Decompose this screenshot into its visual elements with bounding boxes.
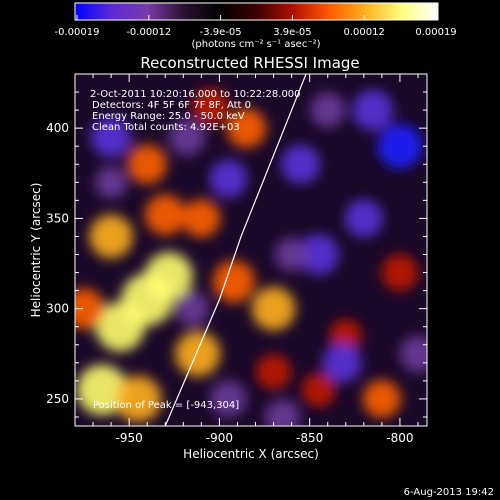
colorbar-tick-label: -0.00019 bbox=[55, 27, 100, 38]
negative-blob bbox=[298, 234, 340, 275]
negative-blob bbox=[310, 92, 346, 128]
y-tick-label: 350 bbox=[46, 211, 69, 225]
heatmap-image bbox=[75, 74, 427, 426]
x-tick-label: -950 bbox=[116, 431, 143, 445]
colorbar bbox=[74, 2, 439, 21]
annotation-time-range: 2-Oct-2011 10:20:16.000 to 10:22:28.000 bbox=[90, 89, 301, 100]
colorbar-unit-label: (photons cm⁻² s⁻¹ asec⁻²) bbox=[191, 39, 320, 50]
emission-blob bbox=[381, 254, 419, 291]
plot-frame bbox=[74, 73, 428, 427]
colorbar-tick-label: -0.00012 bbox=[126, 27, 171, 38]
annotation-energy-range: Energy Range: 25.0 - 50.0 keV bbox=[92, 111, 245, 122]
emission-blob bbox=[144, 252, 193, 301]
negative-blob bbox=[90, 116, 132, 158]
emission-blob bbox=[255, 354, 292, 390]
annotation-clean-counts: Clean Total counts: 4.92E+03 bbox=[92, 122, 240, 133]
x-axis-label: Heliocentric X (arcsec) bbox=[183, 447, 319, 461]
emission-blob bbox=[175, 331, 221, 377]
x-tick-label: -850 bbox=[296, 431, 323, 445]
negative-blob bbox=[94, 166, 128, 199]
chart-title: Reconstructed RHESSI Image bbox=[140, 54, 359, 72]
negative-blob bbox=[175, 291, 210, 326]
negative-blob bbox=[377, 123, 423, 169]
emission-blob bbox=[182, 199, 221, 238]
axis-ticks: -950 -900 -850 -800 250 300 350 400 bbox=[46, 73, 427, 445]
negative-blob bbox=[209, 159, 248, 198]
emission-blob bbox=[251, 286, 296, 331]
footer-timestamp: 6-Aug-2013 19:42 bbox=[404, 487, 494, 498]
negative-blob bbox=[280, 144, 321, 184]
colorbar-tick-label: 0.00012 bbox=[344, 27, 385, 38]
negative-blob bbox=[168, 118, 206, 156]
emission-blob bbox=[76, 364, 128, 416]
negative-blob bbox=[264, 399, 301, 426]
x-tick-label: -800 bbox=[386, 431, 413, 445]
emission-blob bbox=[95, 302, 145, 352]
x-tick-label: -900 bbox=[206, 431, 233, 445]
colorbar-tick-label: 3.9e-05 bbox=[273, 27, 311, 38]
y-tick-label: 250 bbox=[46, 392, 69, 406]
emission-blob bbox=[75, 288, 105, 330]
peak-position-label: Position of Peak = [-943,304] bbox=[93, 400, 239, 411]
negative-blob bbox=[322, 343, 362, 383]
colorbar-ticks: -0.00019 -0.00012 -3.9e-05 3.9e-05 0.00012 0.… bbox=[55, 15, 457, 38]
heatmap-blobs bbox=[75, 88, 427, 426]
solar-limb-curve bbox=[164, 74, 307, 426]
negative-blob bbox=[274, 237, 309, 272]
emission-blob bbox=[127, 144, 167, 184]
y-tick-label: 300 bbox=[46, 302, 69, 316]
emission-blob bbox=[301, 372, 336, 407]
negative-blob bbox=[399, 335, 427, 373]
y-axis-label: Heliocentric Y (arcsec) bbox=[29, 183, 43, 318]
colorbar-tick-label: -3.9e-05 bbox=[200, 27, 242, 38]
annotation-detectors: Detectors: 4F 5F 6F 7F 8F, Att 0 bbox=[92, 100, 251, 111]
negative-blob bbox=[210, 380, 247, 418]
negative-blob bbox=[352, 89, 394, 131]
emission-blob bbox=[362, 379, 401, 418]
emission-blob bbox=[144, 194, 186, 236]
emission-blob bbox=[89, 214, 133, 259]
y-tick-label: 400 bbox=[46, 121, 69, 135]
negative-blob bbox=[344, 199, 383, 238]
emission-blob bbox=[226, 108, 267, 148]
emission-blob bbox=[212, 260, 255, 303]
emission-blob bbox=[114, 375, 162, 423]
emission-blob bbox=[192, 88, 229, 125]
colorbar-tick-label: 0.00019 bbox=[415, 27, 456, 38]
